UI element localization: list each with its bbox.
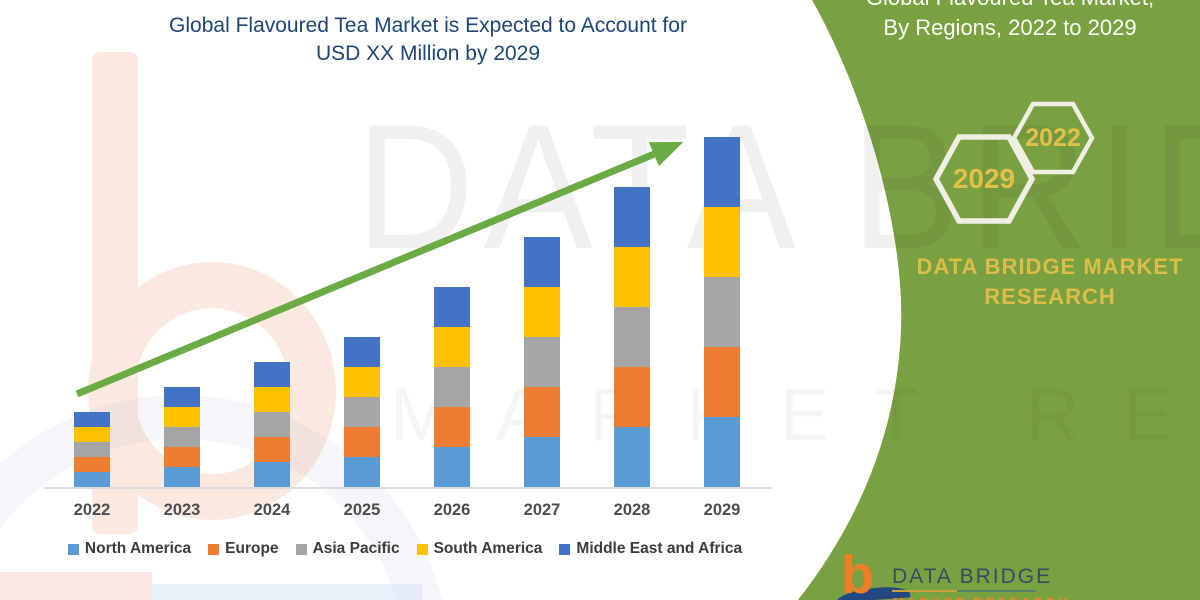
x-axis-label-2029: 2029	[703, 501, 741, 519]
x-axis-label-2027: 2027	[523, 501, 561, 519]
bar-segment-middle-east-and-africa	[704, 137, 740, 207]
bar-segment-europe	[704, 347, 740, 417]
bar-segment-middle-east-and-africa	[74, 412, 110, 427]
bar-segment-asia-pacific	[704, 277, 740, 347]
bar-segment-middle-east-and-africa	[524, 237, 560, 287]
bar-segment-asia-pacific	[614, 307, 650, 367]
bar-segment-asia-pacific	[344, 397, 380, 427]
bar-segment-asia-pacific	[524, 337, 560, 387]
bar-segment-europe	[524, 387, 560, 437]
x-axis-label-2026: 2026	[433, 501, 471, 519]
legend-swatch-north-america	[67, 543, 79, 555]
bar-segment-south-america	[434, 327, 470, 367]
bar-segment-asia-pacific	[434, 367, 470, 407]
logo-divider	[892, 590, 1036, 592]
sidebar-title: Global Flavoured Tea Market, By Regions,…	[830, 0, 1190, 43]
bar-segment-south-america	[524, 287, 560, 337]
legend-label-europe: Europe	[225, 540, 279, 557]
chart-title: Global Flavoured Tea Market is Expected …	[70, 12, 786, 68]
bar-segment-north-america	[164, 467, 200, 487]
watermark-text-data-bridge: DATA BRIDGE	[356, 87, 1200, 286]
x-axis-line	[44, 487, 772, 489]
bar-segment-north-america	[704, 417, 740, 487]
bar-segment-north-america	[434, 447, 470, 487]
legend-item-asia-pacific: Asia Pacific	[295, 540, 400, 558]
bar-segment-north-america	[254, 462, 290, 487]
bar-2023	[164, 387, 200, 487]
legend-swatch-middle-east-and-africa	[559, 543, 571, 555]
x-axis-label-2028: 2028	[613, 501, 651, 519]
bar-segment-europe	[434, 407, 470, 447]
trend-arrow	[75, 141, 684, 398]
bar-segment-asia-pacific	[254, 412, 290, 437]
bar-segment-south-america	[344, 367, 380, 397]
bar-segment-middle-east-and-africa	[434, 287, 470, 327]
bar-segment-middle-east-and-africa	[614, 187, 650, 247]
bar-2028	[614, 187, 650, 487]
bar-segment-middle-east-and-africa	[344, 337, 380, 367]
bar-segment-south-america	[164, 407, 200, 427]
bar-2025	[344, 337, 380, 487]
hexagon-year-2022: 2022	[1025, 124, 1081, 152]
footer-logo: b DATA BRIDGE MARKET RESEARCH	[835, 545, 1156, 600]
legend-swatch-south-america	[416, 543, 428, 555]
legend-item-north-america: North America	[67, 540, 192, 558]
brand-name-line2: RESEARCH	[984, 284, 1116, 309]
bar-segment-europe	[614, 367, 650, 427]
x-axis-label-2023: 2023	[163, 501, 201, 519]
x-axis-label-2025: 2025	[343, 501, 381, 519]
bar-segment-middle-east-and-africa	[164, 387, 200, 407]
hexagon-2029	[932, 134, 1036, 224]
legend-label-south-america: South America	[433, 540, 543, 557]
sidebar-title-line1: Global Flavoured Tea Market,	[830, 0, 1190, 13]
x-axis-label-2024: 2024	[253, 501, 291, 519]
watermark-blue-band	[152, 584, 422, 600]
bar-segment-south-america	[614, 247, 650, 307]
bar-segment-north-america	[614, 427, 650, 487]
legend-item-middle-east-and-africa: Middle East and Africa	[559, 540, 742, 558]
bar-segment-north-america	[344, 457, 380, 487]
chart-title-line1: Global Flavoured Tea Market is Expected …	[169, 14, 687, 37]
bar-segment-europe	[254, 437, 290, 462]
logo-tagline: MARKET RESEARCH	[893, 595, 1070, 600]
bar-2027	[524, 237, 560, 487]
bar-segment-middle-east-and-africa	[254, 362, 290, 387]
legend-item-europe: Europe	[208, 540, 279, 558]
sidebar-title-line2: By Regions, 2022 to 2029	[883, 15, 1137, 40]
legend-label-asia-pacific: Asia Pacific	[312, 540, 400, 557]
bar-segment-europe	[74, 457, 110, 472]
chart-title-line2: USD XX Million by 2029	[315, 42, 541, 65]
x-axis-label-2022: 2022	[73, 501, 111, 519]
legend-item-south-america: South America	[416, 540, 543, 558]
legend-swatch-asia-pacific	[295, 543, 307, 555]
hexagon-year-2029: 2029	[952, 163, 1016, 194]
bar-segment-south-america	[254, 387, 290, 412]
brand-name-text: DATA BRIDGE MARKET RESEARCH	[880, 252, 1200, 312]
bar-chart-plot: 2022 2023 2024 2025 2026 2027 2028 2029	[73, 137, 741, 519]
chart-legend: North America Europe Asia Pacific South Ame…	[35, 540, 775, 558]
bar-segment-south-america	[74, 427, 110, 442]
legend-label-north-america: North America	[84, 540, 192, 557]
bar-segment-north-america	[74, 472, 110, 487]
bar-2024	[254, 362, 290, 487]
watermark-pink-band	[0, 572, 152, 600]
bar-segment-north-america	[524, 437, 560, 487]
bar-segment-asia-pacific	[74, 442, 110, 457]
bar-segment-asia-pacific	[164, 427, 200, 447]
bar-segment-europe	[164, 447, 200, 467]
bar-segment-europe	[344, 427, 380, 457]
logo-company-name: DATA BRIDGE	[892, 565, 1053, 588]
bar-segment-south-america	[704, 207, 740, 277]
bar-2026	[434, 287, 470, 487]
legend-label-middle-east-and-africa: Middle East and Africa	[576, 540, 743, 557]
logo-b-icon: b	[841, 545, 874, 600]
bar-2029	[704, 137, 740, 487]
bar-2022	[74, 412, 110, 487]
legend-swatch-europe	[208, 543, 220, 555]
brand-name-line1: DATA BRIDGE MARKET	[916, 254, 1184, 279]
hexagon-2022	[1011, 101, 1095, 175]
